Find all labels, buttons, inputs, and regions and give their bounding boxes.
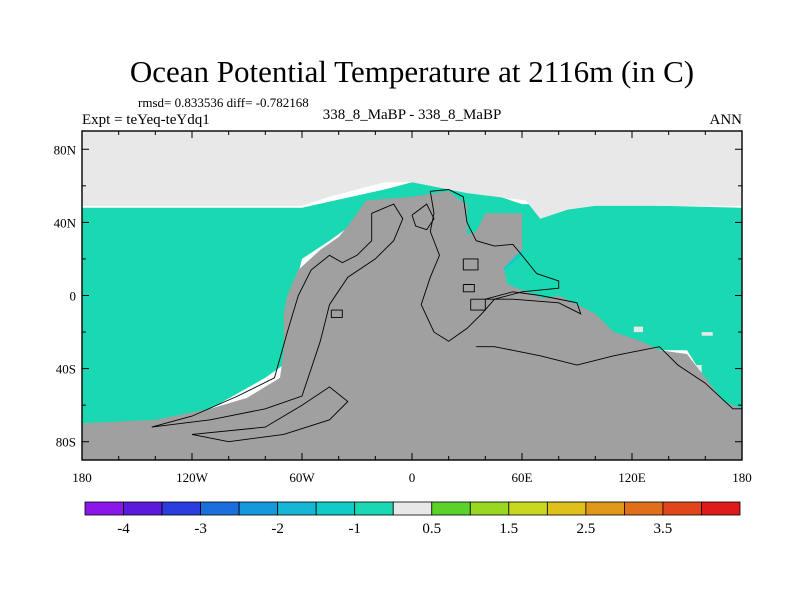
coast-outline-island-1 xyxy=(330,309,343,318)
coast-outline-europe-inner xyxy=(411,203,435,231)
colorbar-swatch xyxy=(277,501,317,516)
colorbar-label: -3 xyxy=(194,521,207,537)
colorbar-swatch xyxy=(392,501,433,516)
x-axis: 180 120W 60W 0 60E 120E 180 xyxy=(72,131,752,485)
coast-outline-island-3 xyxy=(462,284,475,293)
season-label: ANN xyxy=(710,112,743,128)
x-tick-label: 60E xyxy=(512,470,533,485)
region-7 xyxy=(633,326,643,333)
colorbar-swatch xyxy=(508,501,548,516)
colorbar-labels: -4 -3 -2 -1 0.5 1.5 2.5 3.5 xyxy=(117,521,672,537)
colorbar-label: 1.5 xyxy=(499,521,518,537)
y-tick-label: 80S xyxy=(56,435,76,450)
region-0 xyxy=(82,182,742,424)
x-tick-label: 0 xyxy=(409,470,416,485)
y-tick-label: 0 xyxy=(70,289,77,304)
coast-outline-antarctic xyxy=(191,386,349,443)
colorbar-swatch xyxy=(84,501,124,516)
region-4 xyxy=(82,131,742,219)
y-tick-label: 40N xyxy=(54,215,77,230)
stats-line: rmsd= 0.833536 diff= -0.782168 xyxy=(138,95,309,110)
x-tick-label: 120E xyxy=(618,470,646,485)
colorbar-label: -1 xyxy=(348,521,361,537)
coast-outline-southern xyxy=(476,346,742,410)
colorbar-label: -2 xyxy=(271,521,284,537)
region-8 xyxy=(82,191,742,460)
colorbar-label: 2.5 xyxy=(577,521,596,537)
colorbar-swatch xyxy=(662,501,702,516)
colorbar-swatch xyxy=(546,501,587,516)
x-tick-label: 120W xyxy=(176,470,209,485)
colorbar-swatch xyxy=(624,501,664,516)
colorbar-swatch xyxy=(238,501,279,516)
coast-outline-americas xyxy=(151,203,404,428)
x-tick-label: 180 xyxy=(732,470,752,485)
colorbar-swatch xyxy=(200,501,240,516)
colorbar-label: 0.5 xyxy=(422,521,441,537)
colorbar-swatch xyxy=(354,501,394,516)
experiment-label: Expt = teYeq-teYdq1 xyxy=(82,112,210,128)
coast-outline-india xyxy=(485,291,582,315)
colorbar-swatch xyxy=(123,501,163,516)
x-tick-label: 180 xyxy=(72,470,92,485)
chart-title: Ocean Potential Temperature at 2116m (in… xyxy=(130,54,694,89)
coastline-layer xyxy=(151,189,742,443)
x-tick-label: 60W xyxy=(289,470,315,485)
coast-outline-island-2 xyxy=(462,258,479,271)
case-label: 338_8_MaBP - 338_8_MaBP xyxy=(323,107,502,123)
region-6 xyxy=(701,332,713,336)
colorbar-label: -4 xyxy=(117,521,130,537)
colorbar-swatch xyxy=(701,501,741,516)
y-tick-label: 80N xyxy=(54,142,77,157)
colorbar-swatch xyxy=(585,501,625,516)
coast-outline-africa-eurasia xyxy=(420,189,560,342)
colorbar-swatch xyxy=(469,501,510,516)
colorbar-label: 3.5 xyxy=(654,521,673,537)
colorbar-swatch xyxy=(161,501,201,516)
coast-outline-island-4 xyxy=(470,298,486,311)
colorbar-swatch xyxy=(431,501,471,516)
colorbar xyxy=(84,501,741,516)
y-axis: 80N 40N 0 40S 80S xyxy=(54,142,742,450)
map-fill-layer xyxy=(82,131,742,460)
y-tick-label: 40S xyxy=(56,362,76,377)
colorbar-swatch xyxy=(315,501,356,516)
